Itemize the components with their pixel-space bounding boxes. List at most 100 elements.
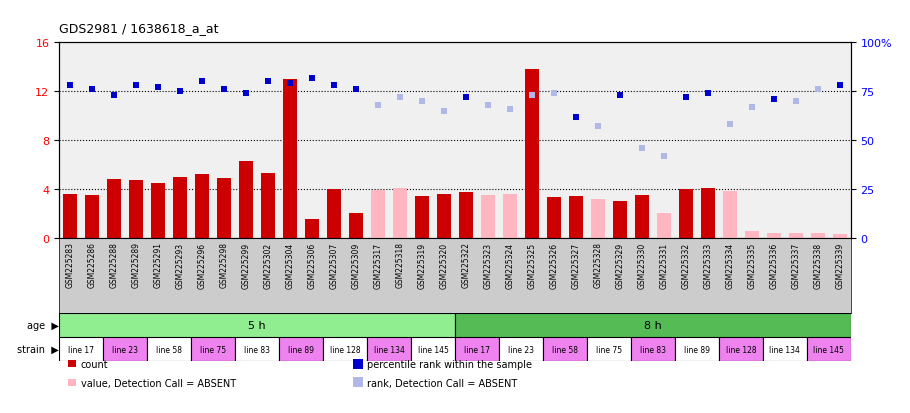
Text: line 89: line 89	[684, 345, 710, 354]
Text: GSM225337: GSM225337	[792, 242, 801, 288]
Bar	[191, 337, 235, 361]
Text: line 145: line 145	[814, 345, 844, 354]
Text: GSM225335: GSM225335	[747, 242, 756, 288]
Text: line 128: line 128	[725, 345, 756, 354]
Text: GSM225302: GSM225302	[264, 242, 273, 288]
Text: GSM225309: GSM225309	[351, 242, 360, 288]
Text: line 23: line 23	[508, 345, 534, 354]
Legend: value, Detection Call = ABSENT: value, Detection Call = ABSENT	[64, 374, 239, 392]
Bar	[675, 337, 719, 361]
Text: GSM225339: GSM225339	[835, 242, 844, 288]
Bar	[701, 188, 715, 238]
Text: GSM225286: GSM225286	[87, 242, 96, 288]
Legend: rank, Detection Call = ABSENT: rank, Detection Call = ABSENT	[350, 374, 521, 392]
Text: line 83: line 83	[244, 345, 270, 354]
Text: GSM225306: GSM225306	[308, 242, 317, 288]
Text: strain  ▶: strain ▶	[17, 344, 59, 354]
Bar	[411, 337, 455, 361]
Bar	[543, 337, 587, 361]
Bar	[811, 233, 825, 238]
Text: line 58: line 58	[157, 345, 182, 354]
Text: line 17: line 17	[464, 345, 490, 354]
Bar	[679, 189, 693, 238]
Bar	[480, 195, 495, 238]
Text: GSM225320: GSM225320	[440, 242, 449, 288]
Text: line 83: line 83	[640, 345, 666, 354]
Text: GSM225331: GSM225331	[660, 242, 669, 288]
Text: GSM225307: GSM225307	[329, 242, 339, 288]
Bar	[499, 337, 543, 361]
Text: GSM225289: GSM225289	[132, 242, 141, 288]
Bar	[767, 233, 781, 238]
Bar	[569, 197, 583, 238]
Bar	[591, 199, 605, 238]
Text: line 145: line 145	[418, 345, 449, 354]
Bar	[744, 232, 759, 238]
Bar	[85, 195, 99, 238]
Bar	[437, 194, 451, 238]
Bar	[327, 189, 341, 238]
Text: line 134: line 134	[770, 345, 800, 354]
Bar	[525, 70, 539, 238]
Bar	[612, 202, 627, 238]
Bar	[261, 173, 275, 238]
Bar	[459, 193, 473, 238]
Text: GSM225283: GSM225283	[66, 242, 75, 288]
Text: GSM225288: GSM225288	[109, 242, 118, 287]
Bar	[151, 183, 166, 238]
Bar	[63, 194, 77, 238]
Legend: count: count	[64, 355, 112, 373]
Text: GSM225291: GSM225291	[154, 242, 163, 288]
Bar	[547, 198, 561, 238]
Bar	[349, 214, 363, 238]
Bar	[763, 337, 807, 361]
Text: GSM225338: GSM225338	[814, 242, 823, 288]
Bar	[235, 337, 279, 361]
Text: GSM225317: GSM225317	[373, 242, 382, 288]
Text: GSM225299: GSM225299	[241, 242, 250, 288]
Text: line 75: line 75	[200, 345, 227, 354]
Text: GSM225319: GSM225319	[418, 242, 427, 288]
Bar	[657, 214, 671, 238]
Text: GSM225332: GSM225332	[682, 242, 691, 288]
Text: GDS2981 / 1638618_a_at: GDS2981 / 1638618_a_at	[59, 22, 218, 35]
Bar	[503, 194, 517, 238]
Text: GSM225298: GSM225298	[219, 242, 228, 288]
Text: age  ▶: age ▶	[27, 320, 59, 330]
Bar	[807, 337, 851, 361]
Bar	[635, 195, 649, 238]
Legend: percentile rank within the sample: percentile rank within the sample	[350, 355, 536, 373]
Bar	[129, 181, 143, 238]
Text: GSM225329: GSM225329	[615, 242, 624, 288]
Text: line 23: line 23	[112, 345, 138, 354]
Bar	[239, 161, 253, 238]
Bar	[587, 337, 631, 361]
Text: 5 h: 5 h	[248, 320, 266, 330]
Text: GSM225328: GSM225328	[593, 242, 602, 288]
Text: GSM225327: GSM225327	[571, 242, 581, 288]
Bar	[59, 314, 455, 337]
Text: GSM225318: GSM225318	[396, 242, 405, 288]
Text: line 75: line 75	[596, 345, 622, 354]
Bar	[147, 337, 191, 361]
Bar	[789, 233, 803, 238]
Text: GSM225325: GSM225325	[528, 242, 537, 288]
Text: GSM225304: GSM225304	[286, 242, 295, 288]
Text: line 134: line 134	[374, 345, 404, 354]
Bar	[305, 220, 319, 238]
Bar	[415, 197, 430, 238]
Text: GSM225333: GSM225333	[703, 242, 713, 288]
Text: GSM225322: GSM225322	[461, 242, 470, 288]
Bar	[371, 190, 385, 238]
Bar	[323, 337, 367, 361]
Text: GSM225334: GSM225334	[725, 242, 734, 288]
Text: 8 h: 8 h	[644, 320, 662, 330]
Bar	[195, 175, 209, 238]
Bar	[723, 192, 737, 238]
Bar	[279, 337, 323, 361]
Text: GSM225326: GSM225326	[550, 242, 559, 288]
Bar	[833, 234, 847, 238]
Text: GSM225296: GSM225296	[197, 242, 207, 288]
Text: GSM225293: GSM225293	[176, 242, 185, 288]
Bar	[283, 80, 298, 238]
